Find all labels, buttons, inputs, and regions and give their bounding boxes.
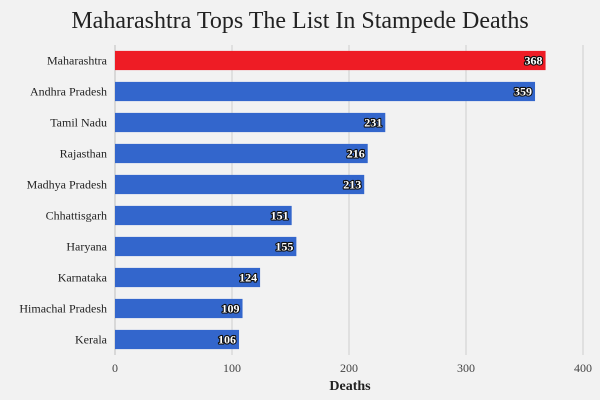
data-label: 109 [222, 302, 240, 316]
data-label: 368 [525, 54, 543, 68]
bar-rajasthan [115, 143, 368, 164]
category-label: Madhya Pradesh [27, 178, 107, 192]
category-label: Tamil Nadu [50, 116, 107, 130]
bar-haryana [115, 236, 297, 257]
bars [115, 50, 546, 350]
category-label: Himachal Pradesh [19, 302, 107, 316]
x-tick-label: 300 [457, 361, 475, 375]
x-tick-label: 200 [340, 361, 358, 375]
data-label: 231 [364, 116, 382, 130]
x-axis-title: Deaths [329, 379, 371, 394]
bar-kerala [115, 329, 240, 350]
data-label: 124 [239, 271, 257, 285]
bar-karnataka [115, 267, 261, 288]
category-label: Karnataka [58, 271, 108, 285]
bar-himachal-pradesh [115, 298, 243, 319]
category-label: Maharashtra [47, 54, 108, 68]
bar-andhra-pradesh [115, 81, 536, 102]
data-label: 155 [275, 240, 293, 254]
x-tick-label: 400 [574, 361, 592, 375]
chart-title: Maharashtra Tops The List In Stampede De… [71, 8, 529, 34]
x-tick-label: 0 [112, 361, 118, 375]
data-label: 216 [347, 147, 365, 161]
category-label: Rajasthan [60, 147, 107, 161]
bar-madhya-pradesh [115, 174, 365, 195]
data-label: 151 [271, 209, 289, 223]
x-tick-label: 100 [223, 361, 241, 375]
bar-tamil-nadu [115, 112, 386, 133]
bar-chhattisgarh [115, 205, 292, 226]
data-label: 359 [514, 85, 532, 99]
category-label: Chhattisgarh [46, 209, 107, 223]
bar-maharashtra [115, 50, 546, 71]
category-label: Andhra Pradesh [30, 85, 107, 99]
labels: 0 100 200 300 400 Maharashtra 368 Andhra Prades… [19, 52, 592, 375]
category-label: Haryana [66, 240, 107, 254]
data-label: 106 [218, 333, 236, 347]
category-label: Kerala [75, 333, 108, 347]
data-label: 213 [343, 178, 361, 192]
